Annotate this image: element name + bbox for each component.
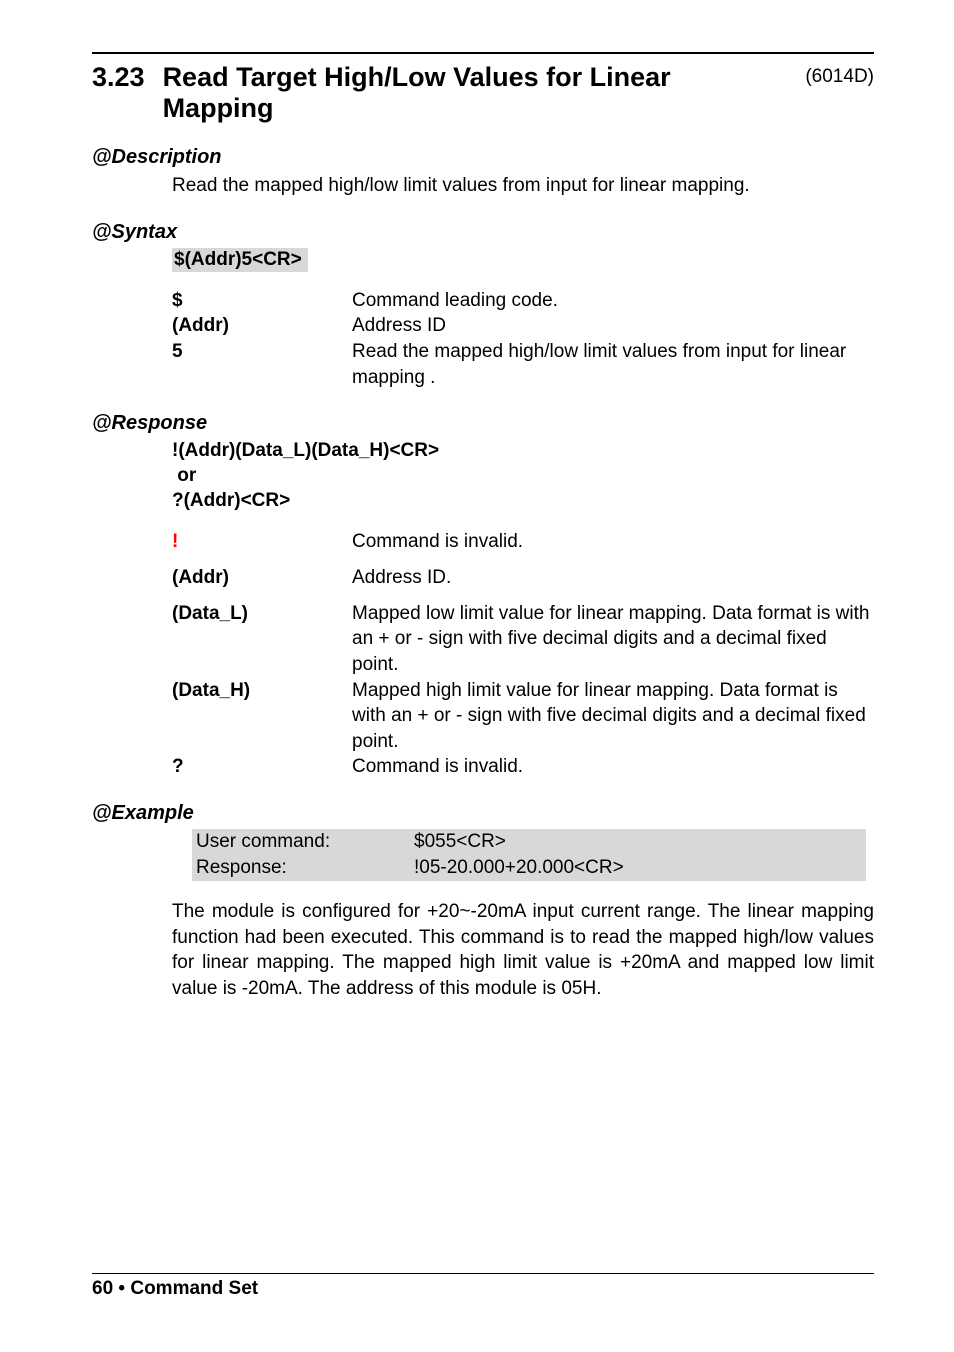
param-key: (Data_H) (172, 678, 352, 755)
section-title-line1: Read Target High/Low Values for Linear (163, 62, 671, 92)
param-key: ? (172, 754, 352, 780)
param-val: Address ID. (352, 565, 874, 591)
param-key: ! (172, 529, 352, 555)
section-number: 3.23 (92, 62, 145, 93)
param-key: (Data_L) (172, 601, 352, 678)
example-table: User command: $055<CR> Response: !05-20.… (192, 829, 866, 881)
response-format-or: or (172, 465, 196, 486)
param-val: Address ID (352, 313, 874, 339)
footer-text: 60 • Command Set (92, 1278, 874, 1300)
response-format: !(Addr)(Data_L)(Data_H)<CR> or ?(Addr)<C… (172, 439, 874, 513)
page-footer: 60 • Command Set (92, 1273, 874, 1300)
section-title-line2: Mapping (163, 93, 274, 123)
footer-bullet-icon: • (118, 1278, 125, 1299)
description-body: Read the mapped high/low limit values fr… (172, 173, 874, 199)
example-paragraph: The module is configured for +20~-20mA i… (172, 899, 874, 1002)
syntax-code: $(Addr)5<CR> (172, 248, 308, 272)
top-rule (92, 52, 874, 54)
table-row: Response: !05-20.000+20.000<CR> (192, 855, 866, 881)
param-key: (Addr) (172, 313, 352, 339)
footer-label: Command Set (130, 1278, 258, 1299)
param-key: 5 (172, 339, 352, 390)
response-format-line3: ?(Addr)<CR> (172, 490, 290, 511)
section-title-row: 3.23 Read Target High/Low Values for Lin… (92, 62, 874, 124)
param-val: Command is invalid. (352, 529, 874, 555)
example-heading: @Example (92, 802, 874, 825)
response-heading: @Response (92, 412, 874, 435)
example-key: Response: (192, 855, 410, 881)
param-val: Command leading code. (352, 288, 874, 314)
param-val: Read the mapped high/low limit values fr… (352, 339, 874, 390)
section-annotation: (6014D) (805, 62, 874, 92)
example-val: !05-20.000+20.000<CR> (410, 855, 866, 881)
example-val: $055<CR> (410, 829, 866, 855)
section-title: Read Target High/Low Values for Linear M… (163, 62, 796, 124)
syntax-code-wrap: $(Addr)5<CR> (172, 248, 874, 272)
param-key: (Addr) (172, 565, 352, 591)
param-val: Mapped high limit value for linear mappi… (352, 678, 874, 755)
param-key: $ (172, 288, 352, 314)
example-key: User command: (192, 829, 410, 855)
param-val: Command is invalid. (352, 754, 874, 780)
syntax-heading: @Syntax (92, 221, 874, 244)
page: 3.23 Read Target High/Low Values for Lin… (0, 0, 954, 1352)
response-format-line1: !(Addr)(Data_L)(Data_H)<CR> (172, 440, 439, 461)
syntax-params: $ Command leading code. (Addr) Address I… (172, 288, 874, 391)
response-params: ! Command is invalid. (Addr) Address ID.… (172, 529, 874, 780)
table-row: User command: $055<CR> (192, 829, 866, 855)
footer-rule (92, 1273, 874, 1274)
footer-page-number: 60 (92, 1278, 113, 1299)
param-val: Mapped low limit value for linear mappin… (352, 601, 874, 678)
description-heading: @Description (92, 146, 874, 169)
